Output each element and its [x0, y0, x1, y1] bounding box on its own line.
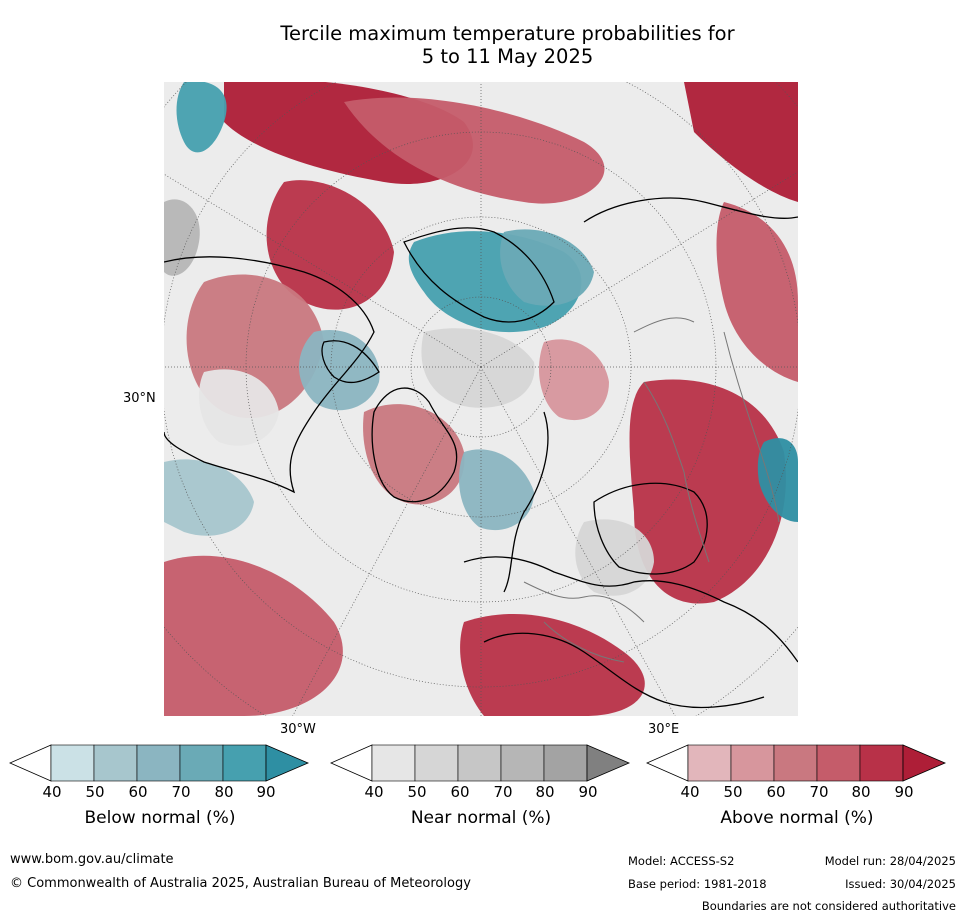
near-normal-region: [575, 519, 654, 596]
above-tick-90: 90: [894, 783, 914, 801]
near-tick-40: 40: [364, 783, 384, 801]
borders: [523, 317, 780, 663]
near-tick-50: 50: [407, 783, 427, 801]
colorbar-near-swatches: [330, 744, 631, 782]
near-normal-region: [199, 369, 279, 446]
below-swatch: [93, 744, 138, 782]
below-extend-high: [265, 744, 310, 782]
above-normal-region: [460, 613, 645, 716]
below-tick-80: 80: [214, 783, 234, 801]
title-line-1: Tercile maximum temperature probabilitie…: [280, 22, 735, 45]
near-swatch: [371, 744, 416, 782]
near-extend-low: [330, 744, 373, 782]
above-swatch: [859, 744, 904, 782]
footer-disclaimer: Boundaries are not considered authoritat…: [701, 899, 956, 913]
below-normal-region: [757, 438, 798, 522]
near-tick-80: 80: [535, 783, 555, 801]
colorbar-above-normal: [646, 744, 948, 782]
below-tick-70: 70: [171, 783, 191, 801]
below-swatch: [179, 744, 224, 782]
above-tick-80: 80: [851, 783, 871, 801]
below-tick-60: 60: [128, 783, 148, 801]
below-normal-region: [500, 229, 594, 306]
near-swatch: [500, 744, 545, 782]
above-extend-high: [902, 744, 947, 782]
below-normal-region: [459, 449, 534, 531]
near-swatch: [457, 744, 502, 782]
near-tick-90: 90: [578, 783, 598, 801]
graticule: [164, 82, 798, 716]
above-tick-60: 60: [766, 783, 786, 801]
below-swatch: [50, 744, 95, 782]
near-normal-region: [164, 199, 200, 276]
colorbar-near-normal: [330, 744, 632, 782]
near-tick-70: 70: [493, 783, 513, 801]
above-normal-region: [684, 82, 798, 202]
colorbar-near-title: Near normal (%): [410, 808, 552, 828]
below-normal-region: [176, 82, 227, 153]
above-normal-region: [344, 97, 605, 204]
longitude-label-30w: 30°W: [280, 722, 316, 737]
above-swatch: [730, 744, 775, 782]
above-normal-region: [164, 555, 343, 716]
map-title: Tercile maximum temperature probabilitie…: [160, 22, 855, 68]
near-tick-60: 60: [450, 783, 470, 801]
above-normal-region: [363, 404, 465, 505]
above-swatch: [773, 744, 818, 782]
latitude-label-30n: 30°N: [123, 391, 156, 406]
title-line-2: 5 to 11 May 2025: [421, 45, 594, 68]
near-swatch: [543, 744, 588, 782]
above-normal-region: [629, 379, 786, 604]
below-tick-40: 40: [42, 783, 62, 801]
footer-base-period: Base period: 1981-2018: [628, 877, 767, 891]
coastlines: [164, 197, 798, 709]
probability-regions: [164, 82, 798, 716]
colorbar-below-title: Below normal (%): [84, 808, 236, 828]
footer-url: www.bom.gov.au/climate: [10, 852, 174, 867]
above-extend-low: [646, 744, 689, 782]
above-tick-50: 50: [723, 783, 743, 801]
above-normal-region: [539, 339, 609, 421]
below-normal-region: [164, 459, 254, 536]
colorbar-below-normal: [9, 744, 311, 782]
below-swatch: [136, 744, 181, 782]
footer-issued: Issued: 30/04/2025: [845, 877, 956, 891]
below-tick-50: 50: [85, 783, 105, 801]
colorbar-above-swatches: [646, 744, 947, 782]
below-swatch: [222, 744, 267, 782]
above-normal-region: [266, 180, 394, 310]
probability-map: [164, 82, 798, 716]
above-tick-70: 70: [809, 783, 829, 801]
near-swatch: [414, 744, 459, 782]
footer-model-run: Model run: 28/04/2025: [824, 854, 956, 868]
above-tick-40: 40: [680, 783, 700, 801]
footer-copyright: © Commonwealth of Australia 2025, Austra…: [10, 876, 471, 891]
above-normal-region: [716, 202, 798, 382]
map-canvas: [164, 82, 798, 716]
above-swatch: [816, 744, 861, 782]
colorbar-above-title: Above normal (%): [720, 808, 874, 828]
footer-model: Model: ACCESS-S2: [628, 854, 735, 868]
longitude-label-30e: 30°E: [648, 722, 680, 737]
near-extend-high: [586, 744, 631, 782]
colorbar-below-swatches: [9, 744, 310, 782]
below-tick-90: 90: [256, 783, 276, 801]
above-swatch: [687, 744, 732, 782]
below-extend-low: [9, 744, 52, 782]
